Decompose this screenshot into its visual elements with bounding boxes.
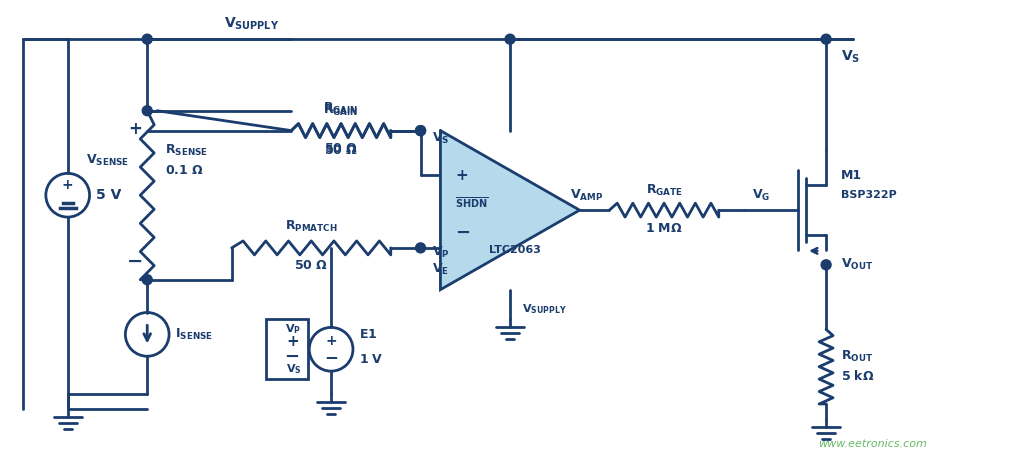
Text: $\mathbf{V_G}$: $\mathbf{V_G}$	[752, 188, 770, 203]
Text: $\mathbf{V_{SUPPLY}}$: $\mathbf{V_{SUPPLY}}$	[522, 302, 566, 316]
Text: $\mathbf{V_S}$: $\mathbf{V_S}$	[433, 131, 450, 146]
Text: $\mathbf{V_{OUT}}$: $\mathbf{V_{OUT}}$	[841, 257, 873, 272]
Text: $\mathbf{V_P}$: $\mathbf{V_P}$	[285, 323, 302, 337]
Circle shape	[416, 126, 426, 136]
Text: −: −	[456, 224, 471, 242]
Text: $\mathbf{V_{AMP}}$: $\mathbf{V_{AMP}}$	[569, 188, 603, 203]
Circle shape	[821, 34, 831, 44]
Text: −: −	[284, 348, 300, 366]
Text: $\mathbf{V_P}$: $\mathbf{V_P}$	[433, 245, 450, 260]
Text: +: +	[325, 334, 337, 349]
Text: BSP322P: BSP322P	[841, 190, 897, 200]
Text: +: +	[286, 334, 300, 349]
Text: $\mathbf{R_{GAIN}}$: $\mathbf{R_{GAIN}}$	[323, 103, 359, 118]
Text: $\mathbf{V_{SENSE}}$: $\mathbf{V_{SENSE}}$	[86, 153, 129, 168]
Bar	[267, 319, 308, 379]
Text: $\mathbf{50\ \Omega}$: $\mathbf{50\ \Omega}$	[324, 142, 358, 155]
Text: $\mathbf{0.1\ \Omega}$: $\mathbf{0.1\ \Omega}$	[165, 164, 203, 177]
Text: $\mathbf{V_E}$: $\mathbf{V_E}$	[433, 262, 449, 278]
Text: +: +	[128, 119, 143, 138]
Text: $\mathbf{50\ \Omega}$: $\mathbf{50\ \Omega}$	[294, 259, 328, 272]
Text: 5 V: 5 V	[95, 188, 121, 202]
Text: $\mathbf{V_S}$: $\mathbf{V_S}$	[285, 362, 302, 376]
Text: $\mathbf{1\ V}$: $\mathbf{1\ V}$	[359, 353, 384, 366]
Text: $\mathbf{V_S}$: $\mathbf{V_S}$	[841, 49, 860, 65]
Text: $\mathbf{I_{SENSE}}$: $\mathbf{I_{SENSE}}$	[175, 327, 213, 342]
Text: LTC2063: LTC2063	[489, 245, 541, 255]
Text: −: −	[127, 252, 144, 272]
Polygon shape	[440, 130, 580, 290]
Text: +: +	[456, 168, 468, 183]
Text: $\mathbf{5\ k\Omega}$: $\mathbf{5\ k\Omega}$	[841, 369, 874, 383]
Circle shape	[143, 275, 152, 285]
Text: $\mathbf{R_{PMATCH}}$: $\mathbf{R_{PMATCH}}$	[285, 219, 338, 234]
Circle shape	[416, 126, 426, 136]
Circle shape	[143, 106, 152, 116]
Circle shape	[505, 34, 515, 44]
Text: www.eetronics.com: www.eetronics.com	[818, 439, 928, 449]
Text: $\mathbf{50\ \Omega}$: $\mathbf{50\ \Omega}$	[324, 144, 358, 157]
Text: $\mathbf{R_{GAIN}}$: $\mathbf{R_{GAIN}}$	[323, 101, 359, 116]
Text: $\mathbf{R_{SENSE}}$: $\mathbf{R_{SENSE}}$	[165, 143, 208, 158]
Text: $\mathbf{1\ M\Omega}$: $\mathbf{1\ M\Omega}$	[645, 222, 683, 235]
Text: +: +	[62, 178, 74, 192]
Text: M1: M1	[841, 169, 862, 182]
Text: $\mathbf{R_{GATE}}$: $\mathbf{R_{GATE}}$	[645, 183, 682, 198]
Text: $\mathbf{E1}$: $\mathbf{E1}$	[359, 328, 378, 341]
Circle shape	[416, 243, 426, 253]
Text: $\mathbf{V_{SUPPLY}}$: $\mathbf{V_{SUPPLY}}$	[224, 16, 279, 32]
Circle shape	[821, 260, 831, 270]
Text: $\overline{\mathbf{SHDN}}$: $\overline{\mathbf{SHDN}}$	[456, 195, 488, 210]
Text: −: −	[324, 348, 338, 366]
Circle shape	[143, 34, 152, 44]
Text: $\mathbf{R_{OUT}}$: $\mathbf{R_{OUT}}$	[841, 349, 873, 364]
